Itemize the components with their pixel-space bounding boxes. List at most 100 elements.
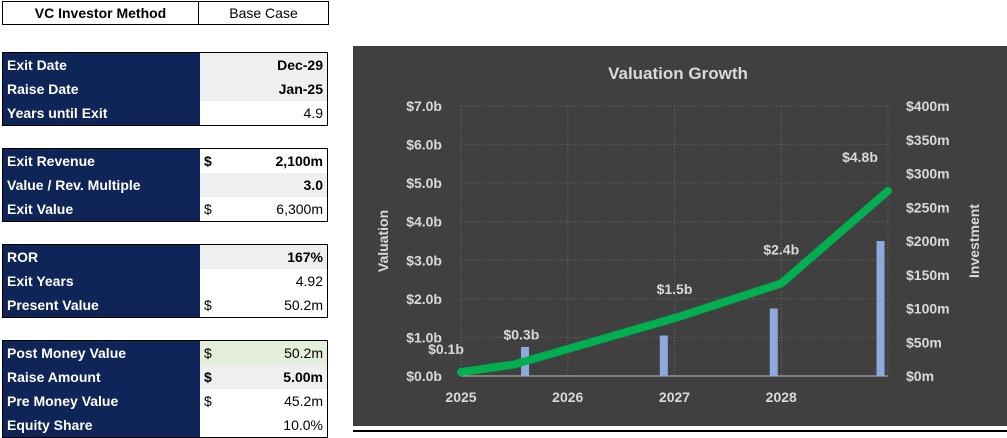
table-block: Exit Revenue $2,100m Value / Rev. Multiple… bbox=[2, 148, 328, 222]
x-tick-label: 2028 bbox=[766, 389, 797, 405]
row-value: 50.2m bbox=[284, 345, 323, 361]
table-row: Exit Revenue $2,100m bbox=[3, 149, 327, 173]
table-row: Pre Money Value $45.2m bbox=[3, 389, 327, 413]
investment-bar bbox=[876, 241, 885, 376]
currency-symbol: $ bbox=[204, 369, 212, 385]
sheet-divider bbox=[353, 430, 1007, 432]
row-value-cell[interactable]: $50.2m bbox=[200, 293, 327, 317]
row-value-cell[interactable]: $50.2m bbox=[200, 341, 327, 365]
table-row: Raise Date Jan-25 bbox=[3, 77, 327, 101]
row-label[interactable]: Value / Rev. Multiple bbox=[3, 173, 200, 197]
investment-bar bbox=[769, 308, 778, 376]
table-row: Raise Amount $5.00m bbox=[3, 365, 327, 389]
row-value: 50.2m bbox=[284, 297, 323, 313]
currency-symbol: $ bbox=[204, 345, 212, 361]
row-value-cell[interactable]: 167% bbox=[200, 245, 327, 269]
valuation-data-label: $0.3b bbox=[503, 326, 539, 342]
scenario-cell[interactable]: Base Case bbox=[199, 1, 329, 25]
row-value-cell[interactable]: $2,100m bbox=[200, 149, 327, 173]
y2-tick-label: $200m bbox=[906, 233, 950, 249]
y2-tick-label: $100m bbox=[906, 301, 950, 317]
y-tick-label: $4.0b bbox=[406, 214, 442, 230]
table-row: Exit Years 4.92 bbox=[3, 269, 327, 293]
valuation-line bbox=[457, 186, 892, 377]
row-value-cell[interactable]: 4.92 bbox=[200, 269, 327, 293]
table-row: Years until Exit 4.9 bbox=[3, 101, 327, 125]
row-value: 4.92 bbox=[295, 273, 323, 289]
y-tick-label: $6.0b bbox=[406, 137, 442, 153]
y-tick-label: $3.0b bbox=[406, 252, 442, 268]
row-value-cell[interactable]: 3.0 bbox=[200, 173, 327, 197]
y-tick-label: $0.0b bbox=[406, 368, 442, 384]
row-label[interactable]: Exit Years bbox=[3, 269, 200, 293]
investment-bar bbox=[659, 335, 668, 376]
y2-tick-label: $0m bbox=[906, 368, 934, 384]
table-block: Post Money Value $50.2m Raise Amount $5.00m… bbox=[2, 340, 328, 438]
row-value: 2,100m bbox=[275, 153, 323, 169]
x-tick-label: 2027 bbox=[659, 389, 690, 405]
y-axis-title: Valuation bbox=[375, 210, 391, 272]
row-label[interactable]: Exit Date bbox=[3, 53, 200, 77]
sheet-title[interactable]: VC Investor Method bbox=[2, 1, 199, 25]
row-label[interactable]: Exit Value bbox=[3, 197, 200, 221]
y2-tick-label: $400m bbox=[906, 98, 950, 114]
row-label[interactable]: Years until Exit bbox=[3, 101, 200, 125]
row-value-cell[interactable]: Dec-29 bbox=[200, 53, 327, 77]
currency-symbol: $ bbox=[204, 297, 212, 313]
row-label[interactable]: Equity Share bbox=[3, 413, 200, 437]
row-value: Dec-29 bbox=[277, 57, 323, 73]
valuation-data-label: $1.5b bbox=[657, 281, 693, 297]
table-block: ROR 167% Exit Years 4.92 Present Value $50.2m bbox=[2, 244, 328, 318]
row-value: 3.0 bbox=[303, 177, 323, 193]
table-row: Post Money Value $50.2m bbox=[3, 341, 327, 365]
row-value: 4.9 bbox=[303, 105, 323, 121]
table-row: Exit Date Dec-29 bbox=[3, 53, 327, 77]
y-tick-label: $7.0b bbox=[406, 98, 442, 114]
x-tick-label: 2026 bbox=[552, 389, 583, 405]
y2-tick-label: $300m bbox=[906, 166, 950, 182]
y2-axis-title: Investment bbox=[966, 204, 982, 278]
y2-tick-label: $250m bbox=[906, 199, 950, 215]
y-tick-label: $5.0b bbox=[406, 175, 442, 191]
row-label[interactable]: Pre Money Value bbox=[3, 389, 200, 413]
row-value-cell[interactable]: Jan-25 bbox=[200, 77, 327, 101]
row-value-cell[interactable]: 4.9 bbox=[200, 101, 327, 125]
row-label[interactable]: Exit Revenue bbox=[3, 149, 200, 173]
row-label[interactable]: Raise Date bbox=[3, 77, 200, 101]
table-block: Exit Date Dec-29 Raise Date Jan-25 Years unt… bbox=[2, 52, 328, 126]
valuation-data-label: $4.8b bbox=[842, 149, 878, 165]
row-label[interactable]: Post Money Value bbox=[3, 341, 200, 365]
row-label[interactable]: ROR bbox=[3, 245, 200, 269]
table-row: Exit Value $6,300m bbox=[3, 197, 327, 221]
header-row: VC Investor Method Base Case bbox=[2, 1, 329, 25]
row-value: 45.2m bbox=[284, 393, 323, 409]
valuation-data-label: $2.4b bbox=[763, 241, 799, 257]
row-value: Jan-25 bbox=[278, 81, 323, 97]
row-label[interactable]: Raise Amount bbox=[3, 365, 200, 389]
row-value: 5.00m bbox=[283, 369, 323, 385]
row-value: 167% bbox=[287, 249, 323, 265]
row-label[interactable]: Present Value bbox=[3, 293, 200, 317]
row-value-cell[interactable]: $6,300m bbox=[200, 197, 327, 221]
row-value-cell[interactable]: $45.2m bbox=[200, 389, 327, 413]
currency-symbol: $ bbox=[204, 201, 212, 217]
table-row: Equity Share 10.0% bbox=[3, 413, 327, 437]
row-value: 10.0% bbox=[283, 417, 323, 433]
y2-tick-label: $50m bbox=[906, 334, 942, 350]
row-value-cell[interactable]: $5.00m bbox=[200, 365, 327, 389]
valuation-data-label: $0.1b bbox=[428, 341, 464, 357]
row-value-cell[interactable]: 10.0% bbox=[200, 413, 327, 437]
y2-tick-label: $350m bbox=[906, 132, 950, 148]
currency-symbol: $ bbox=[204, 393, 212, 409]
valuation-growth-chart[interactable]: Valuation Growth $0.0b $1.0b $2.0b $3.0b $4.0… bbox=[353, 46, 1007, 426]
table-row: Present Value $50.2m bbox=[3, 293, 327, 317]
chart-title: Valuation Growth bbox=[608, 64, 748, 83]
currency-symbol: $ bbox=[204, 153, 212, 169]
y2-tick-label: $150m bbox=[906, 267, 950, 283]
y-tick-label: $2.0b bbox=[406, 291, 442, 307]
x-tick-label: 2025 bbox=[445, 389, 476, 405]
table-row: ROR 167% bbox=[3, 245, 327, 269]
row-value: 6,300m bbox=[276, 201, 323, 217]
chart-svg: Valuation Growth $0.0b $1.0b $2.0b $3.0b $4.0… bbox=[375, 64, 982, 405]
table-row: Value / Rev. Multiple 3.0 bbox=[3, 173, 327, 197]
